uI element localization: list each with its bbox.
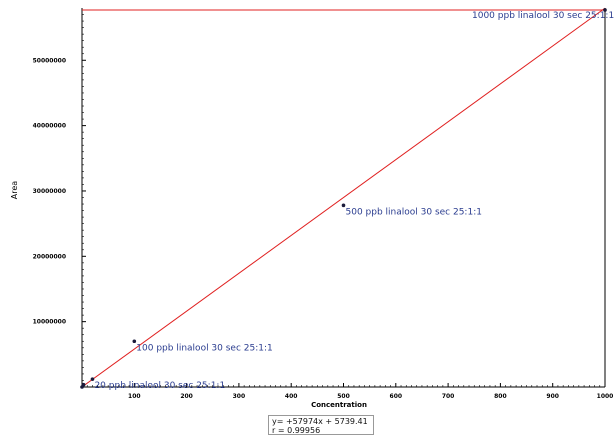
y-tick-label: 10000000 — [33, 319, 66, 326]
data-point-label: 500 ppb linalool 30 sec 25:1:1 — [346, 207, 482, 217]
regression-equation: y= +57974x + 5739.41 — [272, 417, 368, 426]
data-point-label: 20 ppb linalool 30 sec 25:1:1 — [94, 381, 225, 391]
labels-layer: 20 ppb linalool 30 sec 25:1:1 100 ppb lin… — [94, 11, 614, 391]
x-tick-label: 200 — [180, 393, 193, 400]
data-point — [90, 377, 95, 381]
x-tick-label: 300 — [233, 393, 246, 400]
data-point-label: 100 ppb linalool 30 sec 25:1:1 — [136, 343, 272, 353]
x-tick-label: 400 — [285, 393, 298, 400]
points-layer — [80, 8, 607, 389]
regression-line — [81, 7, 606, 388]
x-tick-label: 1000 — [597, 393, 614, 400]
x-tick-label: 100 — [128, 393, 141, 400]
data-point — [603, 8, 607, 12]
y-tick-label: 30000000 — [33, 188, 66, 195]
x-tick-label: 700 — [442, 393, 455, 400]
x-tick-label: 900 — [546, 393, 559, 400]
data-point — [341, 203, 346, 208]
ticks-layer: 100 200 300 400 500 600 700 800 900 1000 10000000 2… — [33, 14, 614, 400]
data-point-label: 1000 ppb linalool 30 sec 25:1:1 — [472, 11, 614, 21]
y-tick-label: 20000000 — [33, 253, 66, 260]
lines-layer — [81, 7, 606, 388]
y-tick-label: 50000000 — [33, 57, 66, 64]
x-tick-label: 800 — [494, 393, 507, 400]
correlation-coefficient: r = 0.99956 — [272, 426, 321, 435]
x-tick-label: 600 — [390, 393, 403, 400]
x-tick-label: 500 — [337, 393, 350, 400]
regression-equation-box: y= +57974x + 5739.41 r = 0.99956 — [268, 415, 374, 435]
y-tick-label: 40000000 — [33, 123, 66, 130]
y-axis-title: Area — [10, 181, 19, 200]
data-point — [81, 382, 86, 387]
data-point — [132, 339, 137, 344]
x-axis-title: Concentration — [311, 401, 367, 409]
